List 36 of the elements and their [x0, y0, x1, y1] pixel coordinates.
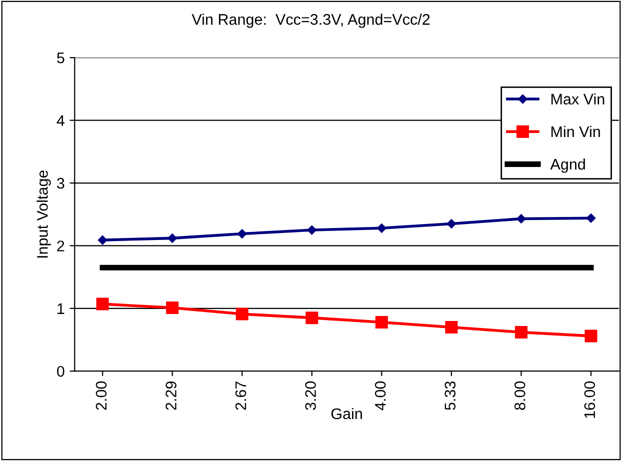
legend-label: Agnd: [550, 158, 585, 173]
x-tick-label: 3.20: [305, 381, 316, 410]
x-tick-label: 2.00: [96, 381, 107, 410]
point: [168, 234, 177, 243]
x-tick-label: 5.33: [444, 381, 456, 410]
point: [445, 320, 458, 334]
point: [236, 308, 248, 320]
x-tick-label: 4.00: [374, 381, 386, 410]
y-tick-label: 3: [57, 178, 64, 189]
x-tick-label: 2.29: [166, 382, 176, 410]
y-tick-label: 1: [58, 303, 64, 314]
point: [377, 224, 386, 233]
point: [516, 214, 526, 224]
x-tick-label: 2.67: [235, 382, 246, 410]
legend-label: Max Vin: [551, 93, 604, 105]
point: [307, 225, 316, 235]
point: [586, 214, 596, 223]
point: [98, 235, 108, 245]
chart-title: Vin Range: Vcc=3.3V, Agnd=Vcc/2: [192, 14, 430, 28]
point: [166, 302, 179, 314]
y-tick-label: 5: [57, 52, 64, 64]
y-axis-title: Input Voltage: [36, 170, 51, 258]
legend-label: Min Vin: [551, 126, 600, 137]
point: [584, 330, 598, 342]
point: [375, 316, 388, 328]
y-tick-label: 4: [56, 115, 64, 126]
x-tick-label: 8.00: [514, 381, 526, 410]
y-tick-label: 2: [57, 240, 64, 252]
point: [446, 219, 456, 228]
x-tick-label: 16.00: [584, 381, 596, 418]
point: [96, 298, 109, 310]
y-tick-label: 0: [57, 366, 64, 377]
x-axis-title: Gain: [331, 408, 362, 420]
point: [306, 312, 318, 324]
point: [237, 229, 247, 238]
point: [514, 326, 528, 338]
